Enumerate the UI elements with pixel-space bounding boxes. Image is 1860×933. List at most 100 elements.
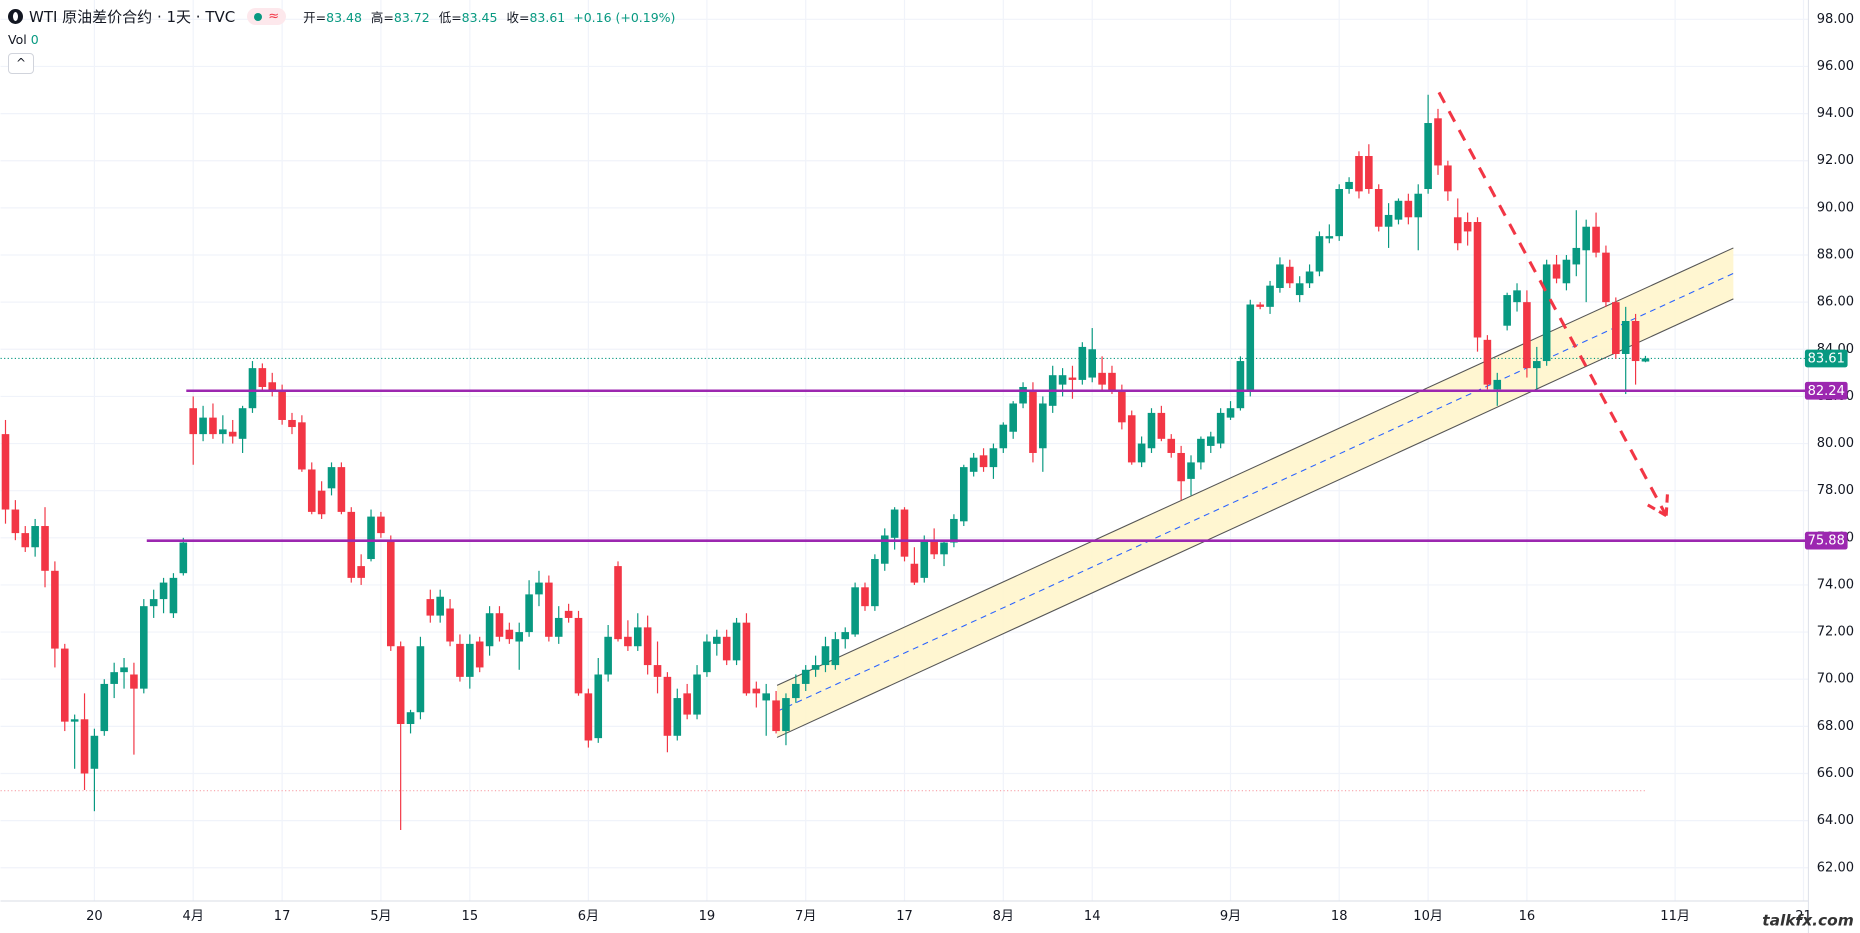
price-label: 75.88 xyxy=(1808,534,1845,549)
candle-body xyxy=(535,582,543,595)
header: WTI 原油差价合约 · 1天 · TVC ≈ 开=83.48 高=83.72 … xyxy=(8,6,675,27)
candle-body xyxy=(742,622,751,694)
x-tick-label: 8月 xyxy=(993,909,1014,924)
candle-body xyxy=(426,599,435,616)
candle-body xyxy=(1147,412,1156,449)
candle-body xyxy=(179,542,188,574)
candle-body xyxy=(1039,403,1047,449)
candle-body xyxy=(782,698,790,732)
candle-body xyxy=(100,683,109,732)
candle-body xyxy=(732,622,741,661)
status-badge: ≈ xyxy=(247,8,287,25)
candle-body xyxy=(1276,264,1284,288)
candle-body xyxy=(841,632,850,640)
x-tick-label: 15 xyxy=(462,909,479,924)
ohlc: 开=83.48 高=83.72 低=83.45 收=83.61 +0.16 (+… xyxy=(298,7,675,26)
candle-body xyxy=(41,526,49,571)
candle-body xyxy=(940,542,948,555)
candle-body xyxy=(821,646,830,666)
y-tick-label: 78.00 xyxy=(1817,483,1854,498)
x-tick-label: 14 xyxy=(1084,909,1101,924)
candle-body xyxy=(1137,443,1146,463)
candle-body xyxy=(604,636,612,675)
y-tick-label: 92.00 xyxy=(1817,153,1854,168)
candle-body xyxy=(1384,214,1393,227)
x-tick-label: 7月 xyxy=(795,909,816,924)
candle-body xyxy=(1058,375,1067,385)
candle-body xyxy=(1315,236,1324,272)
candle-body xyxy=(1167,438,1176,453)
candle-body xyxy=(1641,358,1650,362)
y-tick-label: 70.00 xyxy=(1817,672,1854,687)
candle-body xyxy=(1572,247,1581,265)
candle-body xyxy=(199,417,207,435)
x-tick-label: 19 xyxy=(699,909,716,924)
candle-body xyxy=(673,698,682,736)
candle-body xyxy=(871,559,879,607)
arrow-head xyxy=(1664,494,1669,516)
candle-body xyxy=(1305,271,1314,284)
ohlc-label: 高= xyxy=(370,10,394,25)
price-label-box xyxy=(1804,381,1848,400)
candle-body xyxy=(831,639,840,666)
candle-body xyxy=(1,434,10,510)
candle-body xyxy=(1177,452,1185,482)
candle-body xyxy=(1444,165,1452,192)
y-tick-label: 88.00 xyxy=(1817,248,1854,263)
candle-body xyxy=(60,648,69,722)
candle-body xyxy=(1216,412,1225,444)
candle-body xyxy=(1582,226,1590,251)
candle-body xyxy=(1414,193,1423,218)
candle-body xyxy=(1483,339,1492,385)
candle-body xyxy=(614,566,622,640)
candle-body xyxy=(406,712,415,724)
candle-body xyxy=(31,526,39,548)
candle-body xyxy=(120,667,128,673)
candle-body xyxy=(584,693,593,741)
candle-body xyxy=(258,368,267,387)
candle-body xyxy=(1463,222,1472,232)
candle-body xyxy=(515,632,524,642)
candle-body xyxy=(466,643,474,677)
y-tick-label: 98.00 xyxy=(1817,12,1854,27)
candle-body xyxy=(1187,462,1195,479)
candle-body xyxy=(1552,264,1561,279)
candle-body xyxy=(1355,156,1363,192)
candle-body xyxy=(554,617,563,637)
candle-body xyxy=(851,587,859,635)
candle-body xyxy=(930,540,938,555)
candle-body xyxy=(70,719,79,722)
candle-body xyxy=(386,540,395,647)
x-tick-label: 18 xyxy=(1331,909,1348,924)
candle-body xyxy=(505,629,514,640)
candle-body xyxy=(1394,200,1403,220)
candle-body xyxy=(268,382,277,392)
ohlc-label: 开= xyxy=(303,10,327,25)
ohlc-value: 83.61 xyxy=(529,10,566,25)
candle-body xyxy=(811,665,820,670)
candle-body xyxy=(950,518,958,543)
candle-body xyxy=(752,688,761,694)
candle-body xyxy=(456,643,464,677)
candle-body xyxy=(1434,118,1442,166)
candle-body xyxy=(307,469,316,512)
candle-body xyxy=(890,509,899,538)
candle-body xyxy=(643,627,652,666)
candle-body xyxy=(861,587,869,607)
candle-body xyxy=(1503,295,1511,326)
candle-body xyxy=(1325,236,1334,239)
candle-body xyxy=(298,422,306,470)
x-tick-label: 11月 xyxy=(1660,909,1690,924)
candle-body xyxy=(1078,346,1087,380)
collapse-button[interactable]: ^ xyxy=(8,53,34,74)
candle-body xyxy=(140,606,148,689)
price-label-box xyxy=(1804,531,1848,550)
y-tick-label: 72.00 xyxy=(1817,625,1854,640)
candle-body xyxy=(130,674,138,689)
candle-body xyxy=(327,467,336,489)
candle-body xyxy=(999,424,1008,449)
candle-body xyxy=(1266,285,1274,307)
candle-body xyxy=(713,636,721,644)
volume-legend: Vol 0 xyxy=(8,32,39,47)
